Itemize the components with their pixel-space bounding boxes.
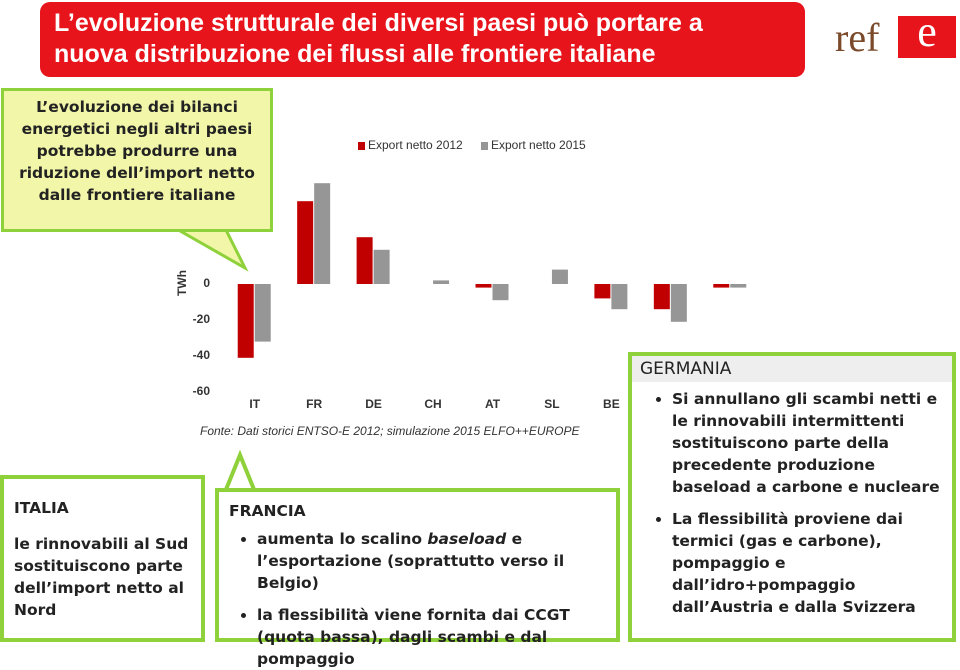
bar (492, 284, 509, 301)
bar (653, 284, 670, 310)
bar (254, 284, 271, 342)
heading: GERMANIA (632, 356, 952, 382)
title-line: L’evoluzione strutturale dei diversi pae… (54, 9, 703, 37)
bar (237, 284, 254, 358)
title-line: nuova distribuzione dei flussi alle fron… (54, 40, 656, 68)
bullet: Si annullano gli scambi netti e le rinno… (672, 388, 944, 498)
y-tick-label: -20 (193, 312, 211, 326)
bar (314, 183, 331, 284)
bar (730, 284, 747, 288)
legend-swatch (481, 142, 488, 150)
x-tick-label: CH (424, 397, 441, 411)
text: aumenta lo scalino (257, 530, 428, 548)
bar (551, 269, 568, 284)
x-tick-label: AT (485, 397, 501, 411)
bar (713, 284, 730, 288)
x-tick-label: BE (603, 397, 620, 411)
text: la flessibilità viene fornita dai CCGT (… (257, 606, 570, 668)
logo: ref e (835, 7, 956, 60)
legend-swatch (358, 142, 365, 150)
text: e l’esportazione (soprattutto verso il B… (257, 530, 565, 592)
chart: TWh Fonte: Dati storici ENTSO-E 2012; si… (169, 7, 956, 642)
callout-tail (169, 226, 249, 272)
logo-text: ref (835, 15, 880, 60)
y-tick-label: -60 (193, 384, 211, 398)
callout: L’evoluzione dei bilanci energetici negl… (1, 88, 273, 232)
x-tick-label: FR (306, 397, 322, 411)
title-box: L’evoluzione strutturale dei diversi pae… (40, 2, 805, 77)
italia-box: ITALIA le rinnovabili al Sud sostituisco… (0, 475, 205, 642)
logo-accent: e (917, 7, 937, 56)
y-tick-label: 0 (203, 276, 210, 290)
x-tick-label: DE (365, 397, 382, 411)
y-tick-label: -40 (193, 348, 211, 362)
heading: ITALIA (14, 499, 69, 517)
francia-tail (222, 449, 258, 494)
bar (433, 280, 450, 284)
bar (297, 201, 314, 284)
heading: FRANCIA (229, 502, 306, 520)
bullets: Si annullano gli scambi netti e le rinno… (632, 388, 952, 618)
bar (356, 237, 373, 284)
source: Fonte: Dati storici ENTSO-E 2012; simula… (200, 424, 580, 438)
x-tick-label: IT (249, 397, 260, 411)
bar (611, 284, 628, 310)
legend-label: Export netto 2012 (368, 138, 463, 152)
x-tick-label: SL (544, 397, 559, 411)
bar (594, 284, 611, 299)
bar (373, 249, 390, 284)
emphasis: baseload (427, 530, 507, 548)
bullets: aumenta lo scalino baseload e l’esportaz… (229, 528, 606, 670)
bar (475, 284, 492, 288)
bullet: aumenta lo scalino baseload e l’esportaz… (257, 528, 606, 594)
francia-box: FRANCIA aumenta lo scalino baseload e l’… (215, 488, 620, 668)
logo-box (898, 16, 956, 58)
slide: TWh Fonte: Dati storici ENTSO-E 2012; si… (0, 0, 960, 642)
bullet: La flessibilità proviene dai termici (ga… (672, 508, 944, 618)
germania-box: GERMANIA Si annullano gli scambi netti e… (628, 352, 956, 642)
text: le rinnovabili al Sud sostituiscono part… (14, 535, 189, 619)
bullet: la flessibilità viene fornita dai CCGT (… (257, 604, 606, 670)
legend-label: Export netto 2015 (491, 138, 586, 152)
bar (670, 284, 687, 322)
y-axis-label: TWh (175, 270, 189, 296)
